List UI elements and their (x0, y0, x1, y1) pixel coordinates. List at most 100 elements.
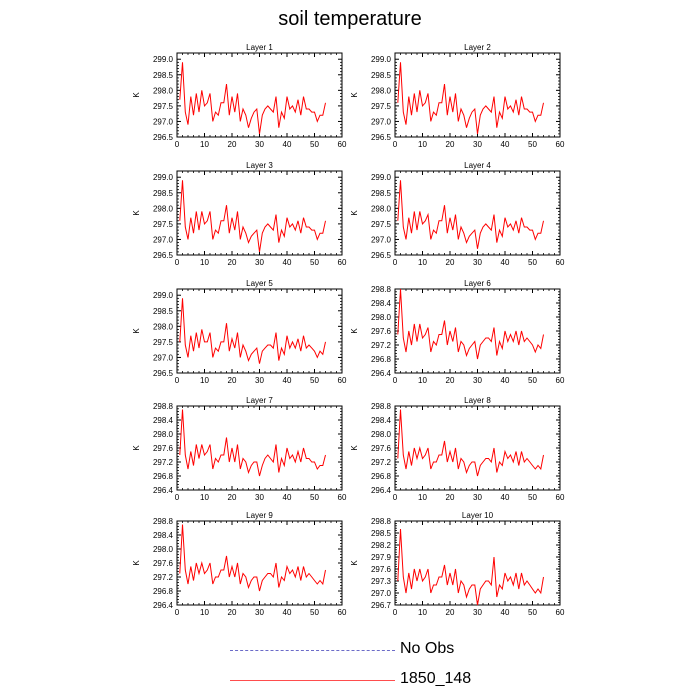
y-axis-label: K (132, 560, 141, 566)
x-tick-label: 40 (501, 493, 510, 502)
y-tick-label: 298.4 (371, 416, 392, 425)
y-axis-label: K (350, 328, 359, 334)
panel-title: Layer 6 (464, 279, 491, 288)
y-tick-label: 298.4 (153, 531, 174, 540)
panel-title: Layer 5 (246, 279, 273, 288)
legend-line-dashed (230, 650, 395, 651)
panel-9: Layer 9 K 0 10 20 30 40 50 60 296.4 296.8 297.2 297.… (132, 511, 347, 617)
legend-entry-no-obs: No Obs (230, 640, 490, 660)
x-tick-label: 10 (418, 493, 427, 502)
x-tick-label: 50 (528, 493, 537, 502)
y-tick-label: 296.7 (371, 601, 392, 610)
y-tick-label: 299.0 (153, 291, 174, 300)
series-line-1850-148 (397, 62, 544, 134)
y-tick-label: 297.5 (371, 220, 392, 229)
x-tick-label: 40 (283, 140, 292, 149)
x-tick-label: 50 (310, 376, 319, 385)
series-line-1850-148 (397, 528, 544, 606)
y-tick-label: 297.0 (371, 589, 392, 598)
y-tick-label: 297.5 (153, 338, 174, 347)
y-tick-label: 298.0 (371, 430, 392, 439)
x-tick-label: 0 (393, 493, 398, 502)
panel-title: Layer 1 (246, 43, 273, 52)
panel-3: Layer 3 K 0 10 20 30 40 50 60 296.5 297.0 297.5 298.… (132, 161, 347, 267)
y-tick-label: 296.5 (153, 369, 174, 378)
y-tick-label: 298.0 (153, 430, 174, 439)
x-tick-label: 50 (310, 140, 319, 149)
y-tick-label: 297.5 (153, 102, 174, 111)
y-tick-label: 298.5 (153, 71, 174, 80)
x-tick-label: 0 (393, 376, 398, 385)
x-tick-label: 0 (393, 608, 398, 617)
y-tick-label: 297.2 (153, 458, 174, 467)
y-tick-label: 298.0 (153, 545, 174, 554)
y-tick-label: 298.8 (371, 285, 392, 294)
figure-title: soil temperature (278, 8, 422, 30)
y-tick-label: 298.5 (371, 71, 392, 80)
y-tick-label: 298.0 (153, 86, 174, 95)
x-tick-label: 10 (200, 493, 209, 502)
x-tick-label: 20 (446, 493, 455, 502)
panel-6: Layer 6 K 0 10 20 30 40 50 60 296.4 296.8 297.2 297.… (350, 279, 565, 385)
x-tick-label: 0 (175, 608, 180, 617)
x-tick-label: 40 (283, 376, 292, 385)
x-tick-label: 50 (528, 258, 537, 267)
x-tick-label: 0 (393, 140, 398, 149)
series-line-1850-148 (397, 288, 544, 360)
x-tick-label: 10 (418, 376, 427, 385)
y-tick-label: 296.5 (153, 251, 174, 260)
y-axis-label: K (350, 92, 359, 98)
y-axis-label: K (350, 210, 359, 216)
plot-frame (176, 52, 343, 138)
y-tick-label: 296.4 (371, 369, 392, 378)
x-tick-label: 30 (473, 376, 482, 385)
y-tick-label: 298.8 (371, 402, 392, 411)
panel-title: Layer 9 (246, 511, 273, 520)
panel-8: Layer 8 K 0 10 20 30 40 50 60 296.4 296.8 297.2 297.… (350, 396, 565, 502)
y-tick-label: 297.2 (153, 573, 174, 582)
series-line-1850-148 (179, 62, 326, 134)
plot-frame (176, 405, 343, 491)
series-line-1850-148 (397, 409, 544, 477)
panel-5: Layer 5 K 0 10 20 30 40 50 60 296.5 297.0 297.5 298.… (132, 279, 347, 385)
panel-1: Layer 1 K 0 10 20 30 40 50 60 296.5 297.0 297.5 298.… (132, 43, 347, 149)
x-tick-label: 50 (528, 140, 537, 149)
y-tick-label: 297.2 (371, 341, 392, 350)
series-line-1850-148 (397, 180, 544, 249)
panel-title: Layer 8 (464, 396, 491, 405)
panel-7: Layer 7 K 0 10 20 30 40 50 60 296.4 296.8 297.2 297.… (132, 396, 347, 502)
y-tick-label: 297.6 (371, 327, 392, 336)
y-tick-label: 296.8 (153, 587, 174, 596)
series-line-1850-148 (179, 298, 326, 364)
x-tick-label: 40 (283, 608, 292, 617)
y-tick-label: 296.4 (153, 601, 174, 610)
y-tick-label: 298.0 (153, 204, 174, 213)
x-tick-label: 20 (228, 140, 237, 149)
x-tick-label: 60 (338, 493, 347, 502)
y-axis-label: K (132, 210, 141, 216)
panel-4: Layer 4 K 0 10 20 30 40 50 60 296.5 297.0 297.5 298.… (350, 161, 565, 267)
x-tick-label: 60 (338, 376, 347, 385)
x-tick-label: 40 (501, 608, 510, 617)
x-tick-label: 50 (528, 608, 537, 617)
y-tick-label: 297.2 (371, 458, 392, 467)
x-tick-label: 60 (338, 258, 347, 267)
y-tick-label: 296.4 (153, 486, 174, 495)
x-tick-label: 10 (418, 140, 427, 149)
panel-10: Layer 10 K 0 10 20 30 40 50 60 296.7 297.0 297.3 297… (350, 511, 565, 617)
x-tick-label: 10 (418, 608, 427, 617)
y-tick-label: 298.8 (153, 517, 174, 526)
legend-line-solid (230, 680, 395, 681)
x-tick-label: 30 (473, 608, 482, 617)
y-tick-label: 296.8 (153, 472, 174, 481)
y-tick-label: 298.0 (371, 86, 392, 95)
x-tick-label: 10 (200, 258, 209, 267)
x-tick-label: 60 (556, 376, 565, 385)
y-tick-label: 297.9 (371, 553, 392, 562)
panel-title: Layer 2 (464, 43, 491, 52)
y-tick-label: 297.0 (371, 235, 392, 244)
x-tick-label: 20 (446, 376, 455, 385)
y-tick-label: 298.4 (153, 416, 174, 425)
panel-2: Layer 2 K 0 10 20 30 40 50 60 296.5 297.0 297.5 298.… (350, 43, 565, 149)
y-tick-label: 298.5 (153, 189, 174, 198)
